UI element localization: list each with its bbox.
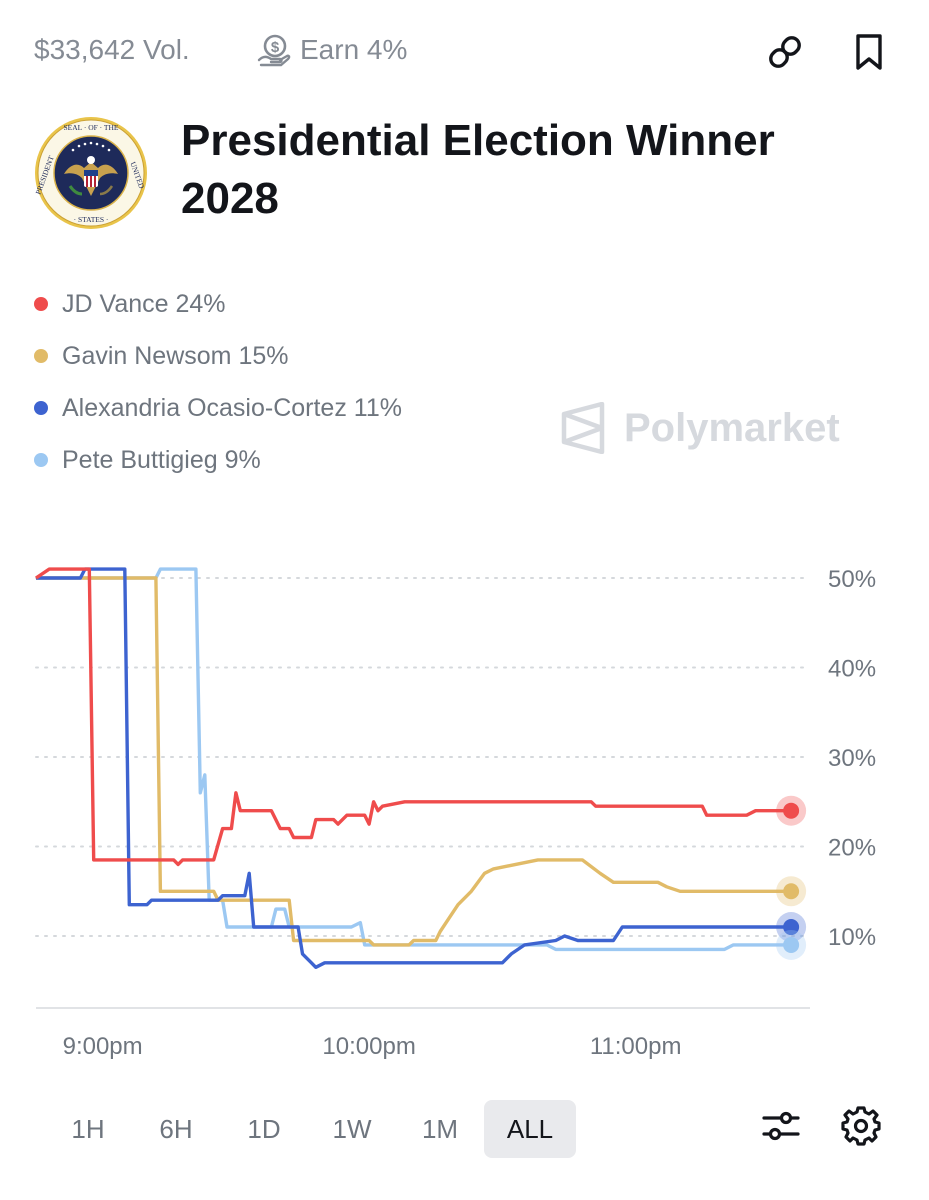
series-line-alexandria-ocasio-cortez <box>36 567 792 969</box>
presidential-seal-icon: SEAL · OF · THE · STATES · PRESIDENT UNI… <box>34 117 147 229</box>
legend-dot-newsom <box>34 349 48 363</box>
legend-item-aoc: Alexandria Ocasio-Cortez 11% <box>34 382 402 434</box>
legend-dot-buttigieg <box>34 453 48 467</box>
x-tick-label: 10:00pm <box>322 1033 415 1060</box>
earn-label: Earn 4% <box>300 34 408 65</box>
chart-settings-button[interactable] <box>841 1106 881 1146</box>
legend-label-vance: JD Vance 24% <box>62 289 226 318</box>
series-end-marker-alexandria-ocasio-cortez <box>783 919 800 936</box>
top-bar: $33,642 Vol. $ Earn 4% <box>34 28 889 76</box>
earn-button[interactable]: $ Earn 4% <box>256 32 407 68</box>
legend-item-vance: JD Vance 24% <box>34 278 402 330</box>
y-tick-label: 20% <box>828 835 876 862</box>
series-line-pete-buttigieg <box>36 567 792 952</box>
polymarket-logo-icon <box>561 402 605 454</box>
price-chart: 50% 40% 30% 20% 10% 9:00pm 10:00pm 11:00pm <box>35 566 876 1060</box>
market-title-line2: 2028 <box>181 174 279 223</box>
legend-item-buttigieg: Pete Buttigieg 9% <box>34 434 402 486</box>
watermark-label: Polymarket <box>624 405 840 450</box>
legend-item-newsom: Gavin Newsom 15% <box>34 330 402 382</box>
range-button-all[interactable]: ALL <box>484 1100 576 1158</box>
series-end-marker-gavin-newsom <box>783 883 800 900</box>
range-button-6h[interactable]: 6H <box>159 1113 193 1144</box>
bookmark-button[interactable] <box>849 32 889 72</box>
link-button[interactable] <box>765 32 805 72</box>
range-button-1h[interactable]: 1H <box>71 1113 105 1144</box>
legend-dot-vance <box>34 297 48 311</box>
market-title-line1: Presidential Election Winner <box>181 116 775 165</box>
y-tick-label: 10% <box>828 924 876 951</box>
legend-dot-aoc <box>34 401 48 415</box>
chart-legend: JD Vance 24% Gavin Newsom 15% Alexandria… <box>34 278 402 486</box>
svg-text:· STATES ·: · STATES · <box>74 215 109 224</box>
y-tick-label: 30% <box>828 745 876 772</box>
bookmark-icon <box>856 34 882 70</box>
x-tick-label: 11:00pm <box>590 1033 682 1060</box>
polymarket-watermark: Polymarket <box>560 402 840 454</box>
range-button-1w[interactable]: 1W <box>332 1113 372 1144</box>
time-range-selector: 1H 6H 1D 1W 1M ALL <box>44 1100 576 1158</box>
x-tick-label: 9:00pm <box>63 1033 143 1060</box>
legend-label-newsom: Gavin Newsom 15% <box>62 341 289 370</box>
legend-label-aoc: Alexandria Ocasio-Cortez 11% <box>62 393 402 422</box>
series-line-gavin-newsom <box>36 576 792 947</box>
series-line-jd-vance <box>35 567 792 867</box>
volume-label: $33,642 Vol. <box>34 34 190 65</box>
y-tick-label: 40% <box>828 656 876 683</box>
sliders-icon <box>762 1111 800 1141</box>
y-tick-label: 50% <box>828 566 876 593</box>
earn-coin-icon: $ <box>257 34 291 67</box>
market-title: Presidential Election Winner 2028 <box>181 112 881 228</box>
range-button-1d[interactable]: 1D <box>247 1113 281 1144</box>
series-end-marker-jd-vance <box>783 802 800 819</box>
range-button-1m[interactable]: 1M <box>421 1113 459 1144</box>
svg-text:$: $ <box>271 39 280 56</box>
svg-text:SEAL · OF · THE: SEAL · OF · THE <box>64 123 119 132</box>
gear-icon <box>841 1106 881 1146</box>
series-end-marker-pete-buttigieg <box>783 936 800 953</box>
chart-filters-button[interactable] <box>761 1106 801 1146</box>
link-icon <box>769 36 801 68</box>
legend-label-buttigieg: Pete Buttigieg 9% <box>62 445 261 474</box>
